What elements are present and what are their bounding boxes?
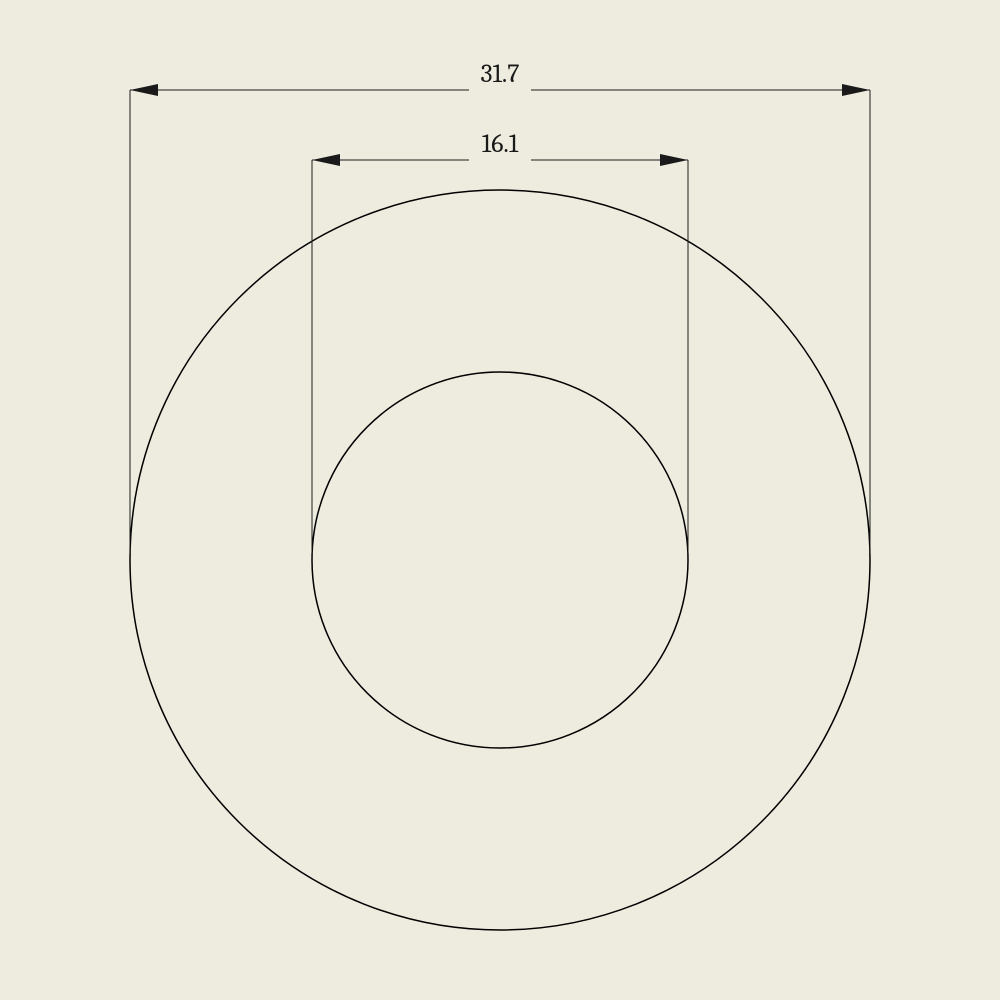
dimension-value-inner: 16.1 — [482, 129, 519, 159]
arrowhead-left-icon — [312, 154, 340, 166]
outer-circle — [130, 190, 870, 930]
inner-circle — [312, 372, 688, 748]
engineering-drawing: 31.7 16.1 — [0, 0, 1000, 1000]
arrowhead-right-icon — [660, 154, 688, 166]
arrowhead-right-icon — [842, 84, 870, 96]
dimension-value-outer: 31.7 — [481, 59, 520, 89]
arrowhead-left-icon — [130, 84, 158, 96]
dimension-inner: 16.1 — [312, 129, 688, 554]
